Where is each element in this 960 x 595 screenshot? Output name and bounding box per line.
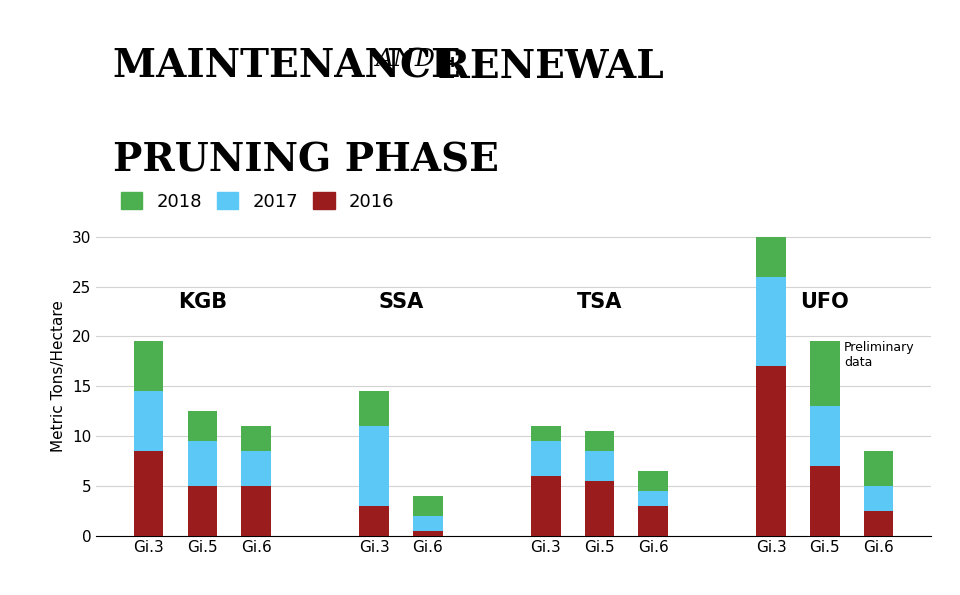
Bar — [585, 451, 614, 481]
Text: TSA: TSA — [577, 292, 622, 312]
Bar — [359, 391, 389, 426]
Bar — [187, 486, 217, 536]
Bar — [756, 237, 786, 277]
Text: RENEWAL: RENEWAL — [424, 48, 664, 86]
Y-axis label: Metric Tons/Hectare: Metric Tons/Hectare — [51, 300, 66, 452]
Bar — [864, 511, 893, 536]
Bar — [134, 342, 163, 391]
Bar — [638, 491, 668, 506]
Bar — [638, 506, 668, 536]
Bar — [531, 476, 561, 536]
Text: KGB: KGB — [178, 292, 227, 312]
Bar — [864, 486, 893, 511]
Bar — [810, 342, 840, 406]
Bar — [359, 506, 389, 536]
Text: AND: AND — [375, 48, 436, 71]
Bar — [756, 277, 786, 367]
Text: Preliminary
data: Preliminary data — [844, 342, 915, 369]
Bar — [756, 367, 786, 536]
Bar — [531, 426, 561, 441]
Bar — [134, 391, 163, 451]
Bar — [413, 516, 443, 531]
Legend: 2018, 2017, 2016: 2018, 2017, 2016 — [113, 185, 401, 218]
Bar — [413, 496, 443, 516]
Text: MAINTENANCE: MAINTENANCE — [112, 48, 474, 86]
Bar — [638, 471, 668, 491]
Text: UFO: UFO — [801, 292, 850, 312]
Bar — [241, 486, 271, 536]
Bar — [531, 441, 561, 476]
Bar — [241, 426, 271, 451]
Bar — [585, 481, 614, 536]
Bar — [134, 451, 163, 536]
Bar — [585, 431, 614, 451]
Bar — [810, 466, 840, 536]
Bar — [864, 451, 893, 486]
Bar — [187, 441, 217, 486]
Bar — [187, 411, 217, 441]
Bar — [359, 426, 389, 506]
Bar — [241, 451, 271, 486]
Text: PRUNING PHASE: PRUNING PHASE — [112, 141, 498, 179]
Text: SSA: SSA — [378, 292, 423, 312]
Bar — [810, 406, 840, 466]
Bar — [413, 531, 443, 536]
